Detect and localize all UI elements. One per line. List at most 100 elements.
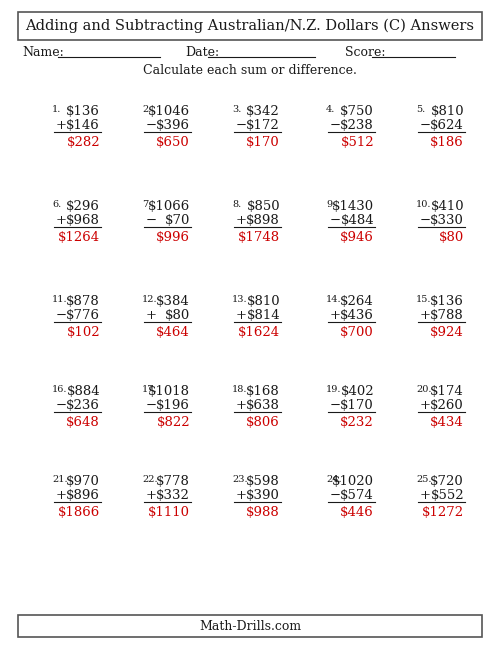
Text: $196: $196 — [156, 399, 190, 412]
Text: $1430: $1430 — [332, 200, 374, 213]
Text: $402: $402 — [340, 385, 374, 398]
Text: $598: $598 — [246, 475, 280, 488]
Text: $436: $436 — [340, 309, 374, 322]
Text: $552: $552 — [430, 489, 464, 502]
Text: Name:: Name: — [22, 45, 64, 58]
Text: $946: $946 — [340, 231, 374, 244]
Text: $484: $484 — [340, 214, 374, 227]
Text: −: − — [330, 119, 341, 132]
Text: 1.: 1. — [52, 105, 62, 114]
Text: $174: $174 — [430, 385, 464, 398]
Text: $700: $700 — [340, 326, 374, 339]
Text: 13.: 13. — [232, 295, 248, 304]
Text: $970: $970 — [66, 475, 100, 488]
Text: $446: $446 — [340, 506, 374, 519]
Text: 20.: 20. — [416, 385, 432, 394]
Text: 15.: 15. — [416, 295, 432, 304]
Text: $822: $822 — [156, 416, 190, 429]
Text: 14.: 14. — [326, 295, 342, 304]
Text: $1748: $1748 — [238, 231, 280, 244]
Text: $624: $624 — [430, 119, 464, 132]
Text: Adding and Subtracting Australian/N.Z. Dollars (C) Answers: Adding and Subtracting Australian/N.Z. D… — [26, 19, 474, 33]
Text: 18.: 18. — [232, 385, 248, 394]
Text: −: − — [420, 214, 431, 227]
Text: $968: $968 — [66, 214, 100, 227]
Text: $850: $850 — [246, 200, 280, 213]
Text: $70: $70 — [164, 214, 190, 227]
Text: $332: $332 — [156, 489, 190, 502]
Text: −: − — [330, 489, 341, 502]
Text: +: + — [56, 214, 67, 227]
Text: +: + — [420, 399, 431, 412]
Text: +: + — [236, 309, 247, 322]
Text: $896: $896 — [66, 489, 100, 502]
Text: $342: $342 — [246, 105, 280, 118]
Text: +: + — [236, 399, 247, 412]
Text: $410: $410 — [430, 200, 464, 213]
Text: $136: $136 — [66, 105, 100, 118]
Text: $238: $238 — [340, 119, 374, 132]
Text: $170: $170 — [246, 136, 280, 149]
Text: Math-Drills.com: Math-Drills.com — [199, 619, 301, 633]
Text: 12.: 12. — [142, 295, 158, 304]
Text: $1624: $1624 — [238, 326, 280, 339]
Text: $282: $282 — [66, 136, 100, 149]
Text: −: − — [420, 119, 431, 132]
Text: −: − — [146, 119, 157, 132]
Text: $232: $232 — [340, 416, 374, 429]
Text: $464: $464 — [156, 326, 190, 339]
Text: $1066: $1066 — [148, 200, 190, 213]
Text: $776: $776 — [66, 309, 100, 322]
Text: $778: $778 — [156, 475, 190, 488]
Text: $988: $988 — [246, 506, 280, 519]
Text: $168: $168 — [246, 385, 280, 398]
Text: $996: $996 — [156, 231, 190, 244]
Text: $136: $136 — [430, 295, 464, 308]
Text: −: − — [330, 399, 341, 412]
Text: $512: $512 — [340, 136, 374, 149]
Text: $788: $788 — [430, 309, 464, 322]
Text: $750: $750 — [340, 105, 374, 118]
Text: −: − — [236, 119, 247, 132]
Text: $810: $810 — [246, 295, 280, 308]
Text: −: − — [56, 399, 67, 412]
Bar — [18, 12, 482, 40]
Text: $384: $384 — [156, 295, 190, 308]
Text: +: + — [236, 214, 247, 227]
Text: $806: $806 — [246, 416, 280, 429]
Text: $396: $396 — [156, 119, 190, 132]
Text: −: − — [56, 309, 67, 322]
Text: $1046: $1046 — [148, 105, 190, 118]
Bar — [18, 615, 482, 637]
Text: $434: $434 — [430, 416, 464, 429]
Text: $650: $650 — [156, 136, 190, 149]
Text: $260: $260 — [430, 399, 464, 412]
Text: +: + — [56, 119, 67, 132]
Text: Score:: Score: — [345, 45, 386, 58]
Text: $1018: $1018 — [148, 385, 190, 398]
Text: $186: $186 — [430, 136, 464, 149]
Text: 17.: 17. — [142, 385, 158, 394]
Text: $924: $924 — [430, 326, 464, 339]
Text: +: + — [420, 489, 431, 502]
Text: +: + — [236, 489, 247, 502]
Text: $720: $720 — [430, 475, 464, 488]
Text: $170: $170 — [340, 399, 374, 412]
Text: $884: $884 — [66, 385, 100, 398]
Text: 10.: 10. — [416, 200, 432, 209]
Text: Date:: Date: — [185, 45, 219, 58]
Text: $1110: $1110 — [148, 506, 190, 519]
Text: −: − — [146, 399, 157, 412]
Text: $80: $80 — [165, 309, 190, 322]
Text: 3.: 3. — [232, 105, 241, 114]
Text: $814: $814 — [246, 309, 280, 322]
Text: 21.: 21. — [52, 475, 68, 484]
Text: Calculate each sum or difference.: Calculate each sum or difference. — [143, 63, 357, 76]
Text: 9.: 9. — [326, 200, 335, 209]
Text: $1866: $1866 — [58, 506, 100, 519]
Text: $390: $390 — [246, 489, 280, 502]
Text: $236: $236 — [66, 399, 100, 412]
Text: 2.: 2. — [142, 105, 152, 114]
Text: +: + — [330, 309, 341, 322]
Text: 22.: 22. — [142, 475, 158, 484]
